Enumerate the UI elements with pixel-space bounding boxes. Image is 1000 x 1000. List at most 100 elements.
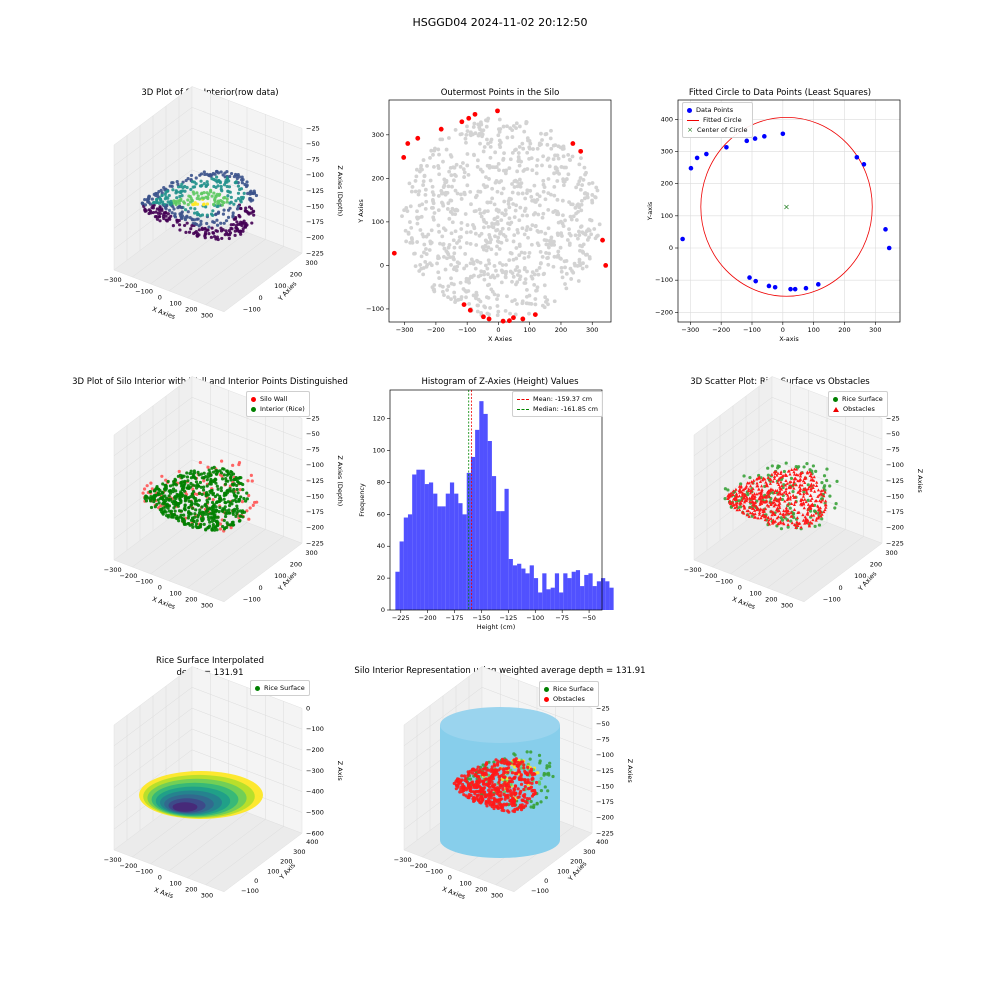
gray-point: [486, 200, 490, 205]
wall-point: [247, 517, 251, 521]
gray-point: [413, 189, 418, 194]
x-axis-label: X Axies: [488, 335, 513, 343]
obstacle-point: [523, 793, 527, 797]
gray-point: [519, 250, 524, 255]
z-tick-label: −75: [886, 446, 900, 454]
gray-point: [472, 273, 476, 278]
obstacle-point: [805, 521, 809, 525]
gray-point: [471, 125, 476, 129]
rice-point: [529, 805, 533, 809]
gray-point: [447, 216, 452, 221]
gray-point: [506, 221, 510, 226]
data-point: [160, 193, 164, 197]
interior-point: [213, 513, 217, 517]
obstacle-point: [750, 489, 754, 493]
interior-point: [183, 494, 188, 498]
obstacle-point: [777, 478, 781, 482]
outermost-point: [438, 126, 444, 132]
obstacle-point: [738, 500, 742, 504]
x-tick-label: −300: [104, 856, 122, 864]
z-tick-label: −150: [306, 202, 324, 210]
z-tick-label: −400: [306, 788, 324, 796]
interior-point: [212, 518, 217, 523]
data-point: [157, 215, 162, 219]
data-point: [189, 173, 194, 178]
data-point: [203, 227, 207, 231]
interior-point: [177, 493, 181, 498]
obstacle-point: [727, 495, 731, 499]
gray-point: [452, 245, 457, 250]
interior-point: [229, 469, 233, 474]
data-point: [753, 278, 758, 284]
data-point: [189, 227, 193, 231]
gray-point: [578, 225, 583, 229]
obstacle-point: [779, 472, 783, 476]
data-point: [146, 197, 150, 201]
interior-point: [200, 476, 204, 480]
x-tick-label: −150: [473, 614, 491, 622]
gray-point: [454, 268, 459, 273]
rice-point: [828, 494, 832, 498]
data-point: [200, 213, 205, 217]
gray-point: [527, 157, 532, 161]
histogram-bar: [580, 586, 585, 610]
obstacle-point: [783, 483, 788, 487]
chart-fitted-circle: −300 −200 −100 0 100 200 300−200−1000100200300…: [646, 99, 901, 343]
interior-point: [194, 496, 198, 501]
data-point: [196, 194, 200, 198]
data-point: [241, 178, 245, 182]
obstacle-point: [494, 768, 499, 772]
obstacle-point: [763, 477, 767, 481]
obstacle-point: [776, 506, 780, 510]
gray-point: [517, 157, 521, 162]
obstacle-point: [492, 762, 496, 767]
gray-point: [451, 238, 456, 243]
rice-point: [808, 509, 813, 513]
obstacle-point: [755, 477, 759, 481]
gray-point: [423, 206, 428, 211]
gray-point: [480, 132, 485, 137]
gray-point: [412, 251, 416, 256]
z-tick-label: −175: [596, 798, 614, 806]
rice-point: [835, 479, 839, 483]
interior-point: [214, 505, 218, 509]
interior-point: [202, 485, 206, 489]
wall-point: [231, 463, 235, 467]
y-tick-label: 0: [544, 877, 548, 885]
obstacle-point: [750, 506, 754, 510]
interior-point: [222, 518, 226, 523]
gray-point: [573, 205, 578, 210]
interior-point: [226, 523, 230, 527]
gray-point: [539, 131, 543, 136]
obstacle-point: [475, 783, 480, 788]
x-tick-label: 0: [158, 874, 162, 882]
interior-point: [178, 515, 182, 519]
obstacle-point: [809, 478, 813, 482]
z-tick-label: −125: [886, 477, 904, 485]
data-point: [788, 286, 793, 292]
obstacle-point: [482, 791, 486, 795]
obstacle-point: [460, 774, 464, 778]
obstacle-point: [817, 508, 821, 512]
gray-point: [525, 225, 530, 229]
gray-point: [441, 203, 446, 208]
histogram-bar: [403, 517, 408, 610]
obstacle-point: [808, 470, 812, 474]
wall-point: [198, 460, 202, 465]
obstacle-point: [527, 797, 532, 801]
gray-point: [452, 290, 457, 295]
legend-label-fitted-circle: Fitted Circle: [703, 116, 742, 124]
obstacle-point: [797, 490, 801, 494]
histogram-bar: [605, 581, 610, 610]
gray-point: [524, 121, 529, 126]
obstacle-point: [772, 497, 776, 501]
z-tick-label: −75: [306, 156, 320, 164]
data-point: [203, 232, 208, 236]
gray-point: [506, 199, 511, 203]
gray-point: [441, 185, 446, 189]
obstacle-point: [772, 475, 777, 479]
outermost-point: [578, 148, 584, 154]
gray-point: [559, 165, 564, 169]
obstacle-point: [820, 512, 824, 516]
